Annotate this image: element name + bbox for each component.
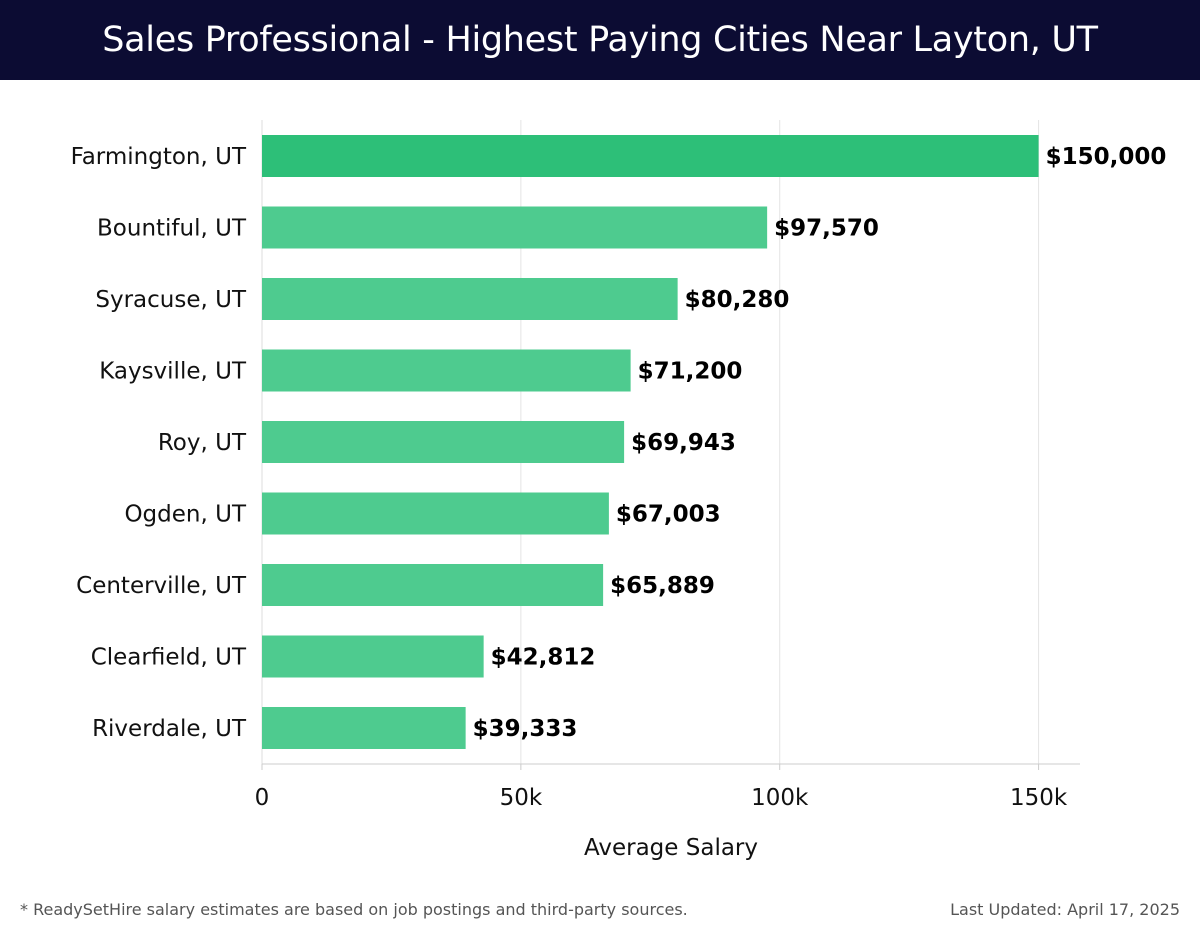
bar: [262, 564, 604, 606]
bar-value-label: $39,333: [473, 716, 578, 742]
bar-value-label: $71,200: [638, 359, 743, 385]
bar-chart: 0 50k 100k 150k $150,000 Farmington, UT $97,57…: [71, 120, 1167, 861]
bar-value-label: $150,000: [1046, 144, 1167, 170]
bar: [262, 492, 609, 535]
category-label: Riverdale, UT: [92, 716, 247, 742]
category-label: Roy, UT: [158, 430, 247, 456]
category-label: Bountiful, UT: [97, 216, 247, 242]
x-tick-label: 150k: [1010, 785, 1068, 811]
bars: [262, 135, 1039, 749]
category-label: Syracuse, UT: [95, 287, 247, 313]
footer: * ReadySetHire salary estimates are base…: [20, 900, 1180, 919]
bar-value-label: $67,003: [616, 502, 721, 528]
bar: [262, 278, 678, 320]
footer-note: * ReadySetHire salary estimates are base…: [20, 900, 688, 919]
chart-title: Sales Professional - Highest Paying Citi…: [102, 20, 1098, 60]
category-label: Clearfield, UT: [91, 645, 247, 671]
bar: [262, 421, 625, 463]
category-label: Kaysville, UT: [99, 359, 247, 385]
last-updated: Last Updated: April 17, 2025: [950, 900, 1180, 919]
bar: [262, 635, 484, 678]
chart-header: Sales Professional - Highest Paying Citi…: [0, 0, 1200, 80]
bar: [262, 206, 768, 249]
bar: [262, 135, 1039, 177]
bar-value-label: $42,812: [491, 645, 596, 671]
bar-value-label: $65,889: [610, 573, 715, 599]
x-axis-title: Average Salary: [584, 835, 758, 861]
category-label: Ogden, UT: [124, 502, 246, 528]
category-label: Farmington, UT: [71, 144, 247, 170]
bar: [262, 707, 466, 749]
x-tick-label: 50k: [500, 785, 543, 811]
bar-value-label: $80,280: [685, 287, 790, 313]
x-tick-label: 100k: [751, 785, 809, 811]
labels: 0 50k 100k 150k $150,000 Farmington, UT $97,57…: [71, 144, 1167, 811]
bar-value-label: $69,943: [631, 430, 736, 456]
x-tick-label: 0: [255, 785, 270, 811]
category-label: Centerville, UT: [76, 573, 247, 599]
bar-value-label: $97,570: [774, 216, 879, 242]
bar: [262, 349, 631, 392]
